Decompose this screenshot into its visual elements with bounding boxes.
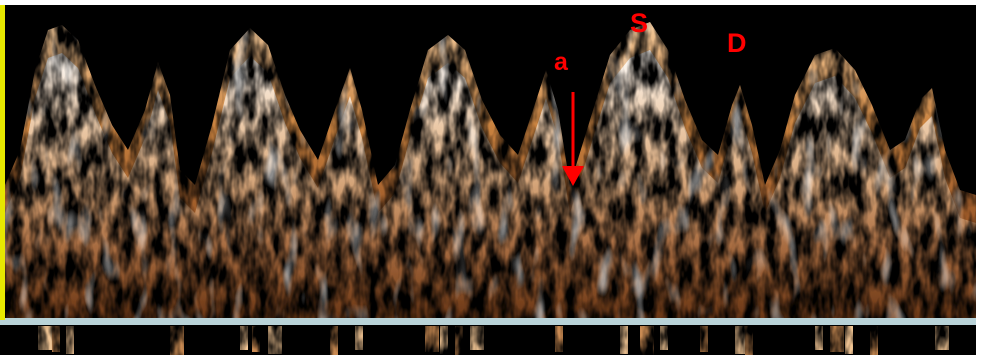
diastolic-peak-label: D	[727, 28, 747, 58]
zero-baseline	[0, 318, 981, 325]
a-wave-arrow-icon	[562, 92, 584, 186]
frame-top-edge	[0, 0, 981, 5]
systolic-peak-label: S	[630, 8, 649, 38]
atrial-wave-label: a	[554, 48, 568, 76]
frame-left-edge	[0, 0, 5, 320]
reverse-flow-signal	[38, 326, 949, 355]
frame-right-edge	[976, 0, 981, 355]
